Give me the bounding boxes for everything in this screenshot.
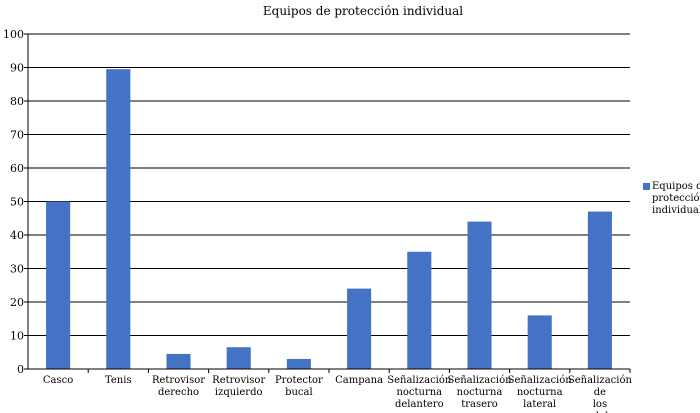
x-tick-label: Tenis xyxy=(105,375,132,386)
y-tick-label: 50 xyxy=(10,196,24,209)
bar xyxy=(46,201,71,369)
y-tick-label: 60 xyxy=(10,162,24,175)
bar xyxy=(226,347,251,369)
bar xyxy=(587,211,612,369)
x-tick-label: Campana xyxy=(335,375,383,386)
y-tick-label: 100 xyxy=(3,28,24,41)
y-tick-label: 0 xyxy=(17,363,24,376)
y-tick-label: 10 xyxy=(10,330,24,343)
y-axis-ticks: 0 10 20 30 40 50 60 70 80 90 100 xyxy=(3,28,28,376)
bar xyxy=(527,315,552,369)
x-tick-label: Retrovisor derecho xyxy=(152,375,205,398)
x-tick-label: Señalización nocturna delantero xyxy=(387,375,452,410)
bar xyxy=(347,288,372,369)
bar xyxy=(467,221,492,369)
x-tick-label: Señalización nocturna trasero xyxy=(447,375,512,410)
legend-swatch xyxy=(643,183,650,190)
y-tick-label: 80 xyxy=(10,95,24,108)
x-tick-label: Señalizacióndelospedales xyxy=(568,375,633,413)
x-tick-label: Señalización nocturna lateral xyxy=(508,375,573,410)
x-axis-labels: Casco Tenis Retrovisor derecho Retrovisor izq… xyxy=(43,369,633,413)
bar xyxy=(106,69,131,370)
chart-title: Equipos de protección individual xyxy=(263,4,463,18)
y-tick-label: 40 xyxy=(10,229,24,242)
bar xyxy=(286,358,311,369)
x-tick-label: Protector bucal xyxy=(275,375,323,398)
y-tick-label: 30 xyxy=(10,263,24,276)
y-tick-label: 70 xyxy=(10,129,24,142)
bar xyxy=(407,251,432,369)
y-tick-label: 20 xyxy=(10,296,24,309)
x-tick-label: Retrovisor izquierdo xyxy=(212,375,265,398)
y-tick-label: 90 xyxy=(10,62,24,75)
bars xyxy=(46,69,612,370)
x-tick-label: Casco xyxy=(43,375,73,386)
bar xyxy=(166,353,191,369)
